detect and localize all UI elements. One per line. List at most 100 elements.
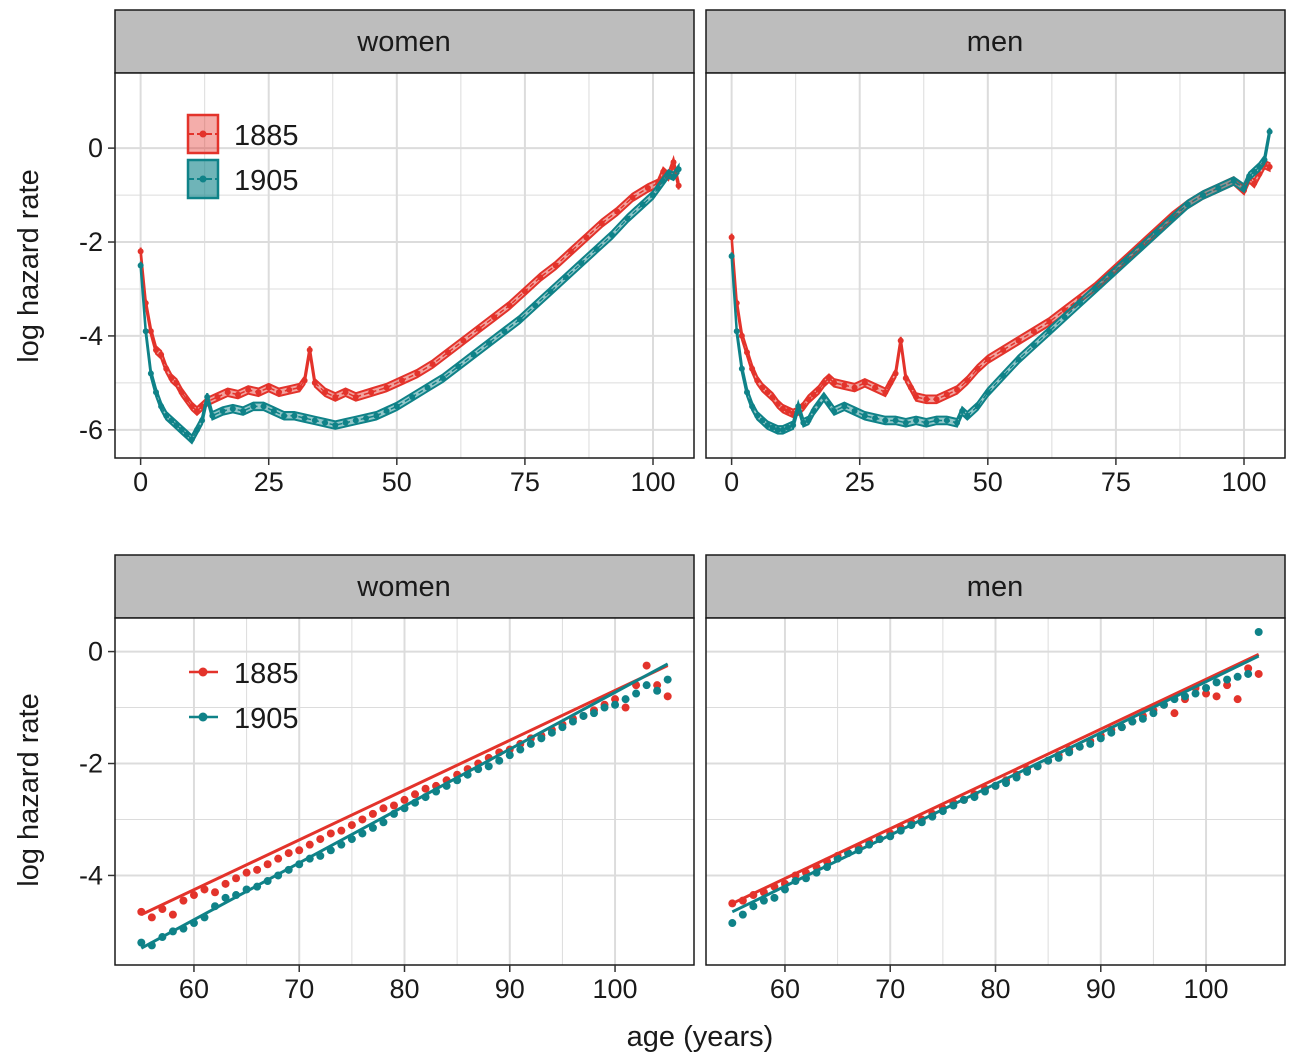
facet-strips: women men women men	[114, 9, 1286, 619]
y-tick-label: -4	[79, 860, 103, 890]
data-point-1905	[1223, 675, 1232, 684]
data-point-1905	[670, 173, 677, 180]
data-point-1885	[621, 703, 630, 712]
data-point-1905	[728, 919, 737, 928]
series-1905	[728, 127, 1273, 435]
data-point-1905	[959, 408, 966, 415]
grid-minor	[115, 73, 694, 458]
data-point-1905	[363, 415, 370, 422]
data-point-1885	[810, 391, 817, 398]
data-point-1905	[589, 709, 598, 718]
legend-bottom-label-1885: 1885	[234, 658, 299, 690]
x-tick-label: 25	[845, 467, 875, 497]
data-point-1885	[805, 396, 812, 403]
data-point-1885	[872, 384, 879, 391]
data-point-1885	[183, 396, 190, 403]
series-1905	[137, 162, 682, 445]
data-point-1905	[913, 417, 920, 424]
data-point-1885	[326, 829, 335, 838]
data-point-1885	[984, 356, 991, 363]
data-point-1885	[253, 865, 262, 874]
data-point-1905	[1123, 257, 1130, 264]
data-point-1885	[769, 393, 776, 400]
data-point-1905	[342, 419, 349, 426]
data-point-1905	[516, 745, 525, 754]
data-point-1885	[759, 384, 766, 391]
data-point-1905	[660, 177, 667, 184]
data-point-1885	[1233, 695, 1242, 704]
legend-top-label-1885: 1885	[234, 120, 299, 152]
data-point-1905	[902, 419, 909, 426]
data-point-1885	[398, 377, 405, 384]
data-point-1905	[655, 185, 662, 192]
data-point-1905	[851, 408, 858, 415]
data-point-1885	[614, 208, 621, 215]
data-point-1905	[624, 215, 631, 222]
panel-border	[705, 72, 1286, 459]
x-tick-label: 100	[1221, 467, 1266, 497]
data-point-1905	[486, 339, 493, 346]
data-point-1905	[199, 417, 206, 424]
data-point-1905	[1256, 163, 1263, 170]
data-point-1905	[820, 393, 827, 400]
data-point-1885	[163, 365, 170, 372]
data-point-1905	[260, 403, 267, 410]
data-point-1885	[255, 389, 262, 396]
data-point-1905	[281, 412, 288, 419]
data-point-1905	[1251, 168, 1258, 175]
data-point-1905	[301, 415, 308, 422]
grid-major	[115, 618, 694, 965]
data-point-1905	[229, 405, 236, 412]
data-point-1905	[1107, 271, 1114, 278]
grid-minor	[706, 73, 1285, 458]
panel-bottom-women: 60 70 80 90 100 0 -2 -4	[79, 617, 695, 1004]
data-point-1905	[790, 422, 797, 429]
grid-major	[706, 618, 1285, 965]
data-point-1905	[526, 739, 535, 748]
data-point-1885	[224, 389, 231, 396]
data-point-1905	[964, 412, 971, 419]
data-point-1885	[168, 910, 177, 919]
data-point-1905	[663, 675, 672, 684]
data-point-1885	[749, 365, 756, 372]
data-point-1885	[663, 692, 672, 701]
x-tick-label: 100	[630, 467, 675, 497]
data-point-1885	[825, 375, 832, 382]
data-point-1885	[933, 396, 940, 403]
strip-label-bottom-left: women	[356, 571, 451, 603]
y-tick-label: -6	[79, 415, 103, 445]
data-point-1885	[429, 361, 436, 368]
data-point-1905	[1184, 201, 1191, 208]
data-point-1885	[521, 288, 528, 295]
data-point-1885	[764, 389, 771, 396]
data-point-1905	[841, 403, 848, 410]
data-point-1885	[179, 896, 188, 905]
y-tick-label: -2	[79, 227, 103, 257]
data-point-1905	[332, 422, 339, 429]
data-point-1905	[1000, 372, 1007, 379]
data-point-1885	[322, 389, 329, 396]
data-point-1905	[1054, 753, 1063, 762]
x-tick-label: 100	[1184, 974, 1229, 1004]
data-point-1885	[902, 375, 909, 382]
data-point-1905	[621, 695, 630, 704]
data-point-1885	[851, 384, 858, 391]
data-point-1905	[1077, 300, 1084, 307]
data-point-1905	[1212, 678, 1221, 687]
data-point-1885	[368, 809, 377, 818]
data-point-1905	[383, 408, 390, 415]
data-point-1885	[274, 854, 283, 863]
data-point-1905	[738, 910, 747, 919]
data-point-1905	[147, 370, 154, 377]
legend-top-key-1905	[186, 158, 220, 200]
data-point-1885	[265, 384, 272, 391]
data-point-1885	[861, 379, 868, 386]
legend-top: 1885 1905	[186, 113, 299, 200]
data-point-1885	[214, 393, 221, 400]
data-point-1905	[204, 393, 211, 400]
data-point-1885	[411, 790, 420, 799]
panel-top-women: 0 25 50 75 100 0 -2 -4 -6	[79, 72, 695, 497]
data-point-1885	[923, 396, 930, 403]
data-point-1905	[221, 893, 230, 902]
strip-label-top-left: women	[356, 26, 451, 58]
